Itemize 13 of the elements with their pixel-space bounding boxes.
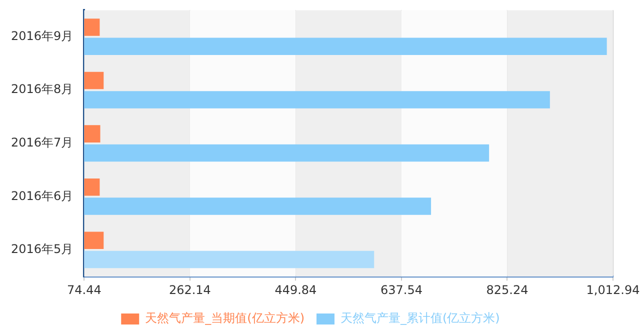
x-tick-label: 449.84 xyxy=(274,282,317,297)
y-tick-label: 2016年6月 xyxy=(10,188,74,203)
y-tick-label: 2016年9月 xyxy=(10,28,74,43)
y-tick-label: 2016年5月 xyxy=(10,242,74,256)
y-tick-label: 2016年7月 xyxy=(10,136,74,150)
legend-label: 天然气产量_累计值(亿立方米) xyxy=(340,311,500,326)
x-tick-label: 825.24 xyxy=(486,282,528,297)
x-tick-label: 637.54 xyxy=(380,282,422,297)
x-tick-label: 1,012.94 xyxy=(586,282,640,297)
legend-label: 天然气产量_当期值(亿立方米) xyxy=(145,311,305,326)
x-tick-label: 262.14 xyxy=(168,282,211,297)
x-tick-label: 74.44 xyxy=(66,282,102,297)
y-tick-label: 2016年8月 xyxy=(10,82,74,96)
